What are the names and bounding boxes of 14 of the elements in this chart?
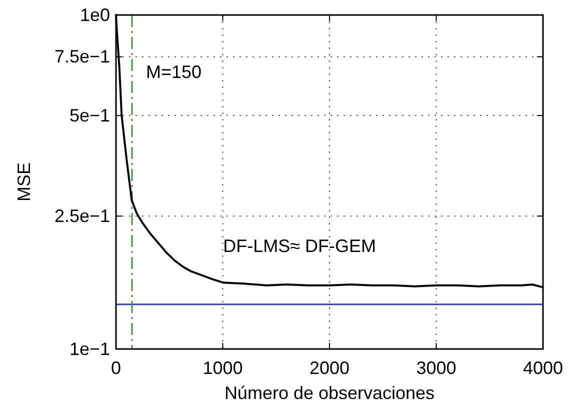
annotation: DF-LMS≈ DF-GEM <box>223 236 376 256</box>
y-tick-label: 1e−1 <box>69 339 110 359</box>
x-tick-label: 0 <box>110 358 122 378</box>
x-tick-label: 1000 <box>202 358 243 378</box>
x-tick-label: 4000 <box>522 358 564 378</box>
ref-line-label: M=150 <box>146 62 202 82</box>
x-axis-title: Número de observaciones <box>224 383 435 403</box>
y-tick-label: 5e−1 <box>69 106 110 126</box>
x-tick-label: 2000 <box>309 358 350 378</box>
x-tick-label: 3000 <box>416 358 456 378</box>
y-tick-label: 2.5e−1 <box>54 206 110 226</box>
y-tick-label: 7.5e−1 <box>54 46 110 67</box>
y-axis-title: MSE <box>14 162 34 202</box>
y-tick-label: 1e0 <box>80 5 110 25</box>
